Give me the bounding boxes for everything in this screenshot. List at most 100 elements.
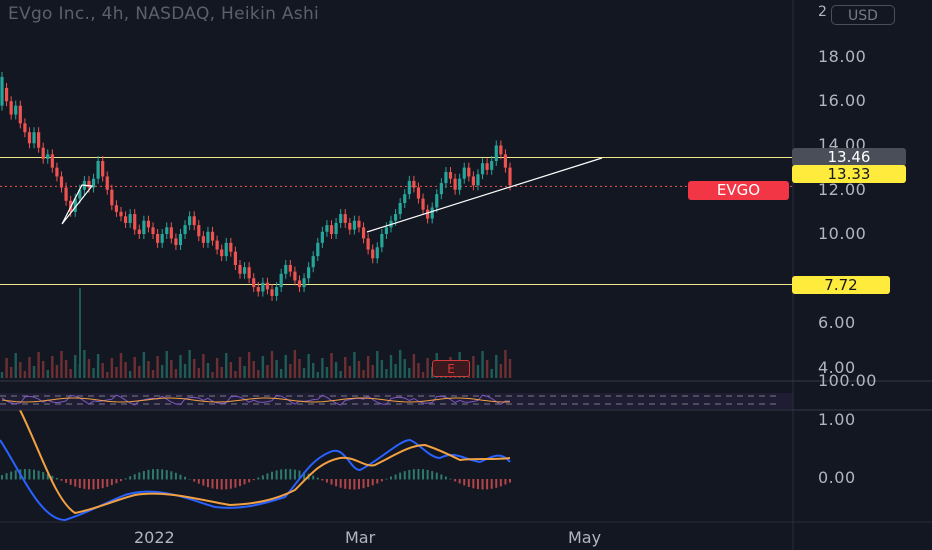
candle (169, 227, 173, 239)
candle (91, 178, 96, 188)
macd-line (0, 438, 511, 522)
candle (64, 187, 68, 201)
macd-histogram-bar (225, 479, 228, 490)
volume-bar (472, 356, 475, 378)
macd-histogram-bar (357, 479, 360, 490)
volume-bar (202, 354, 205, 378)
volume-bar (87, 359, 91, 378)
candle (412, 180, 416, 188)
macd-histogram-bar (426, 469, 429, 480)
macd-histogram-bar (142, 470, 145, 480)
trendlines[interactable] (61, 157, 603, 233)
candle (133, 214, 137, 230)
candle (348, 222, 352, 230)
volume-bar (60, 351, 63, 378)
macd-histogram-bar (481, 479, 484, 490)
candle (96, 160, 100, 179)
candle (14, 105, 18, 115)
candle (311, 256, 315, 268)
volume-bar (298, 359, 301, 378)
macd-histogram-bar (316, 477, 319, 480)
volume-bar (32, 366, 36, 378)
candle (499, 145, 503, 155)
volume-bar (362, 370, 365, 378)
macd-histogram-bar (78, 479, 81, 488)
macd-histogram-bar (403, 471, 406, 480)
macd-histogram-bar (303, 471, 306, 480)
support-badge: 7.72 (792, 276, 890, 294)
candle (201, 236, 205, 243)
macd-histogram-bar (92, 479, 95, 490)
macd-histogram-bar (46, 473, 49, 480)
volume-bar (339, 371, 342, 378)
volume-bar (14, 353, 17, 378)
macd-histogram-bar (458, 479, 461, 484)
volume-bar (106, 372, 109, 378)
macd-histogram-bar (184, 476, 187, 480)
candle (165, 227, 169, 234)
volume-bar (138, 366, 141, 378)
macd-histogram-bar (174, 472, 177, 480)
macd-histogram-bar (129, 476, 132, 480)
macd-histogram-bar (83, 479, 86, 489)
earnings-marker[interactable]: E (432, 360, 470, 377)
volume-bar (211, 372, 214, 378)
macd-histogram-bar (42, 472, 45, 480)
macd-histogram-bar (243, 479, 246, 485)
volume-bar (115, 367, 118, 378)
candle (151, 227, 155, 234)
candle (361, 227, 366, 239)
volume-bar (74, 355, 77, 378)
volume-bar (257, 370, 260, 378)
volume-bar (147, 361, 150, 378)
candle (9, 101, 13, 115)
macd-histogram-bar (390, 476, 393, 480)
candle (375, 247, 379, 259)
volume-bar (302, 368, 306, 378)
macd-histogram-bar (55, 477, 58, 480)
candle (458, 178, 462, 190)
candle (503, 154, 508, 168)
candle (320, 231, 324, 243)
volume-bar (0, 372, 4, 378)
volume-bar (495, 355, 498, 378)
candle (197, 225, 201, 237)
volume-bar (188, 350, 191, 378)
price-tick-label: 10.00 (818, 224, 867, 243)
candle (316, 242, 320, 257)
macd-histogram-bar (1, 475, 3, 480)
volume-bar (476, 365, 480, 378)
candle (274, 287, 279, 296)
volume-bar (266, 365, 269, 378)
currency-button[interactable]: USD (831, 5, 895, 25)
time-tick-label: 2022 (134, 528, 175, 547)
rsi-line (1, 394, 511, 406)
triangle-drawing (61, 184, 94, 225)
candle (297, 280, 302, 288)
macd-histogram-bar (266, 473, 269, 480)
price-tick-label: 16.00 (818, 91, 867, 110)
macd-histogram-bar (257, 477, 260, 480)
volume-bar (312, 363, 315, 378)
macd-histogram-bar (440, 474, 443, 480)
volume-bar (37, 352, 40, 378)
macd-tick-label: 0.00 (818, 468, 856, 487)
volume-bar (261, 356, 265, 378)
macd-histogram-bar (33, 469, 36, 480)
volume-bar (412, 354, 416, 378)
macd-histogram-bar (28, 469, 31, 480)
macd-histogram-bar (106, 479, 109, 487)
volume-bar (247, 352, 251, 378)
volume-bar (234, 371, 237, 378)
volume-bar (389, 355, 393, 378)
candle (485, 163, 489, 170)
candle (508, 167, 512, 186)
macd-histogram-bar (330, 479, 333, 485)
candle (105, 176, 109, 190)
macd-histogram-bar (216, 479, 219, 490)
volume-bar (174, 369, 178, 378)
horizontal-levels[interactable] (0, 156, 793, 285)
volume-bar (353, 352, 356, 378)
